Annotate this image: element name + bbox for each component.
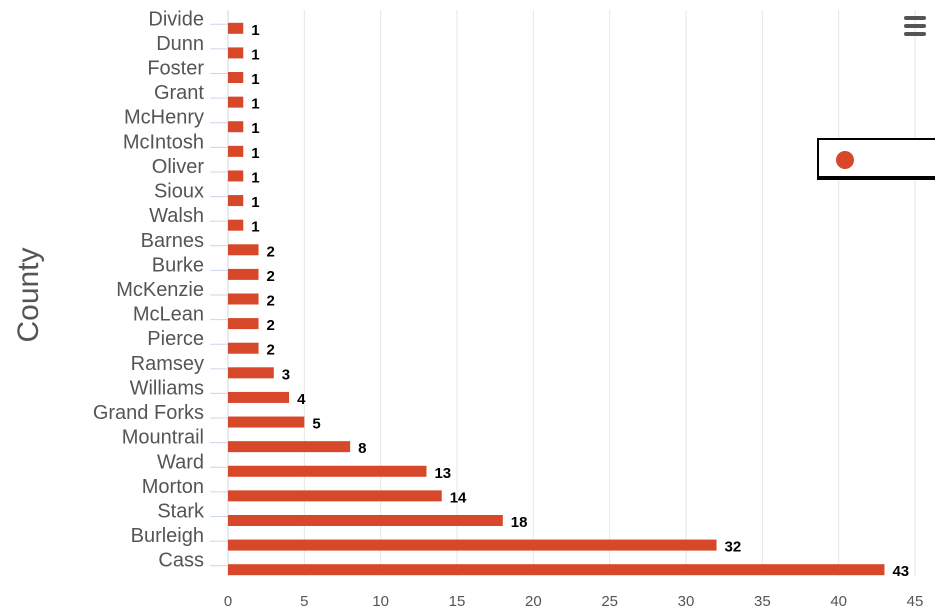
category-label: Grand Forks: [93, 402, 204, 424]
category-label: Barnes: [141, 230, 204, 252]
data-label: 2: [267, 243, 275, 260]
bars: [228, 22, 885, 576]
category-label: McHenry: [124, 107, 204, 129]
data-label: 1: [251, 22, 259, 39]
data-label: 1: [251, 169, 259, 186]
category-label: Burke: [152, 254, 204, 276]
category-label: Burleigh: [131, 525, 204, 547]
x-tick-label: 45: [907, 593, 924, 610]
data-label: 43: [892, 563, 909, 580]
data-label: 1: [251, 46, 259, 63]
data-label: 32: [725, 539, 742, 556]
category-label: Grant: [154, 82, 204, 104]
bar[interactable]: [228, 268, 259, 280]
data-label: 4: [297, 391, 306, 408]
data-label: 2: [267, 293, 275, 310]
data-label: 1: [251, 219, 259, 236]
bar[interactable]: [228, 391, 290, 403]
category-label: McKenzie: [116, 279, 204, 301]
legend-marker[interactable]: [836, 151, 854, 169]
x-tick-label: 30: [678, 593, 695, 610]
data-label: 2: [267, 317, 275, 334]
data-label: 2: [267, 268, 275, 285]
data-label: 8: [358, 440, 366, 457]
bar[interactable]: [228, 47, 244, 59]
x-tick-label: 40: [830, 593, 847, 610]
data-label: 14: [450, 489, 467, 506]
bar[interactable]: [228, 539, 717, 551]
bar[interactable]: [228, 170, 244, 182]
category-label: Ramsey: [131, 353, 204, 375]
category-label: Cass: [158, 550, 204, 572]
category-label: Sioux: [154, 181, 204, 203]
legend: [817, 138, 935, 180]
bar[interactable]: [228, 564, 885, 576]
data-label: 5: [312, 416, 320, 433]
bar[interactable]: [228, 318, 259, 330]
data-label: 2: [267, 342, 275, 359]
x-tick-label: 25: [601, 593, 618, 610]
category-label: Stark: [157, 500, 205, 522]
bar[interactable]: [228, 342, 259, 354]
bar[interactable]: [228, 72, 244, 84]
category-label: Pierce: [147, 328, 204, 350]
data-label: 1: [251, 96, 259, 113]
data-label: 1: [251, 145, 259, 162]
data-label: 1: [251, 120, 259, 137]
category-label: McIntosh: [123, 131, 204, 153]
category-label: Dunn: [156, 33, 204, 55]
category-label: Foster: [147, 58, 204, 80]
x-tick-label: 10: [372, 593, 389, 610]
bar[interactable]: [228, 195, 244, 207]
bar[interactable]: [228, 441, 351, 453]
bar[interactable]: [228, 416, 305, 428]
category-label: Ward: [157, 451, 204, 473]
category-label: Mountrail: [122, 427, 204, 449]
x-tick-label: 15: [449, 593, 466, 610]
bar[interactable]: [228, 293, 259, 305]
bar[interactable]: [228, 465, 427, 477]
bar[interactable]: [228, 22, 244, 34]
bar[interactable]: [228, 367, 274, 379]
bar[interactable]: [228, 514, 503, 526]
y-axis-title: County: [12, 247, 45, 342]
x-tick-label: 0: [224, 593, 232, 610]
category-label: Oliver: [152, 156, 205, 178]
data-label: 1: [251, 194, 259, 211]
bar[interactable]: [228, 96, 244, 108]
x-tick-label: 35: [754, 593, 771, 610]
category-label: Williams: [130, 377, 204, 399]
bar[interactable]: [228, 121, 244, 133]
hamburger-menu-icon: [904, 16, 926, 20]
x-tick-label: 20: [525, 593, 542, 610]
bar[interactable]: [228, 490, 442, 502]
data-label: 1: [251, 71, 259, 88]
bar[interactable]: [228, 219, 244, 231]
category-label: McLean: [133, 304, 204, 326]
data-label: 13: [434, 465, 451, 482]
chart-menu-button[interactable]: [901, 16, 929, 40]
bar[interactable]: [228, 244, 259, 256]
data-label: 3: [282, 366, 290, 383]
x-tick-label: 5: [300, 593, 308, 610]
category-label: Divide: [148, 8, 204, 30]
data-label: 18: [511, 514, 528, 531]
category-label: Morton: [142, 476, 204, 498]
bar[interactable]: [228, 145, 244, 157]
category-label: Walsh: [149, 205, 204, 227]
